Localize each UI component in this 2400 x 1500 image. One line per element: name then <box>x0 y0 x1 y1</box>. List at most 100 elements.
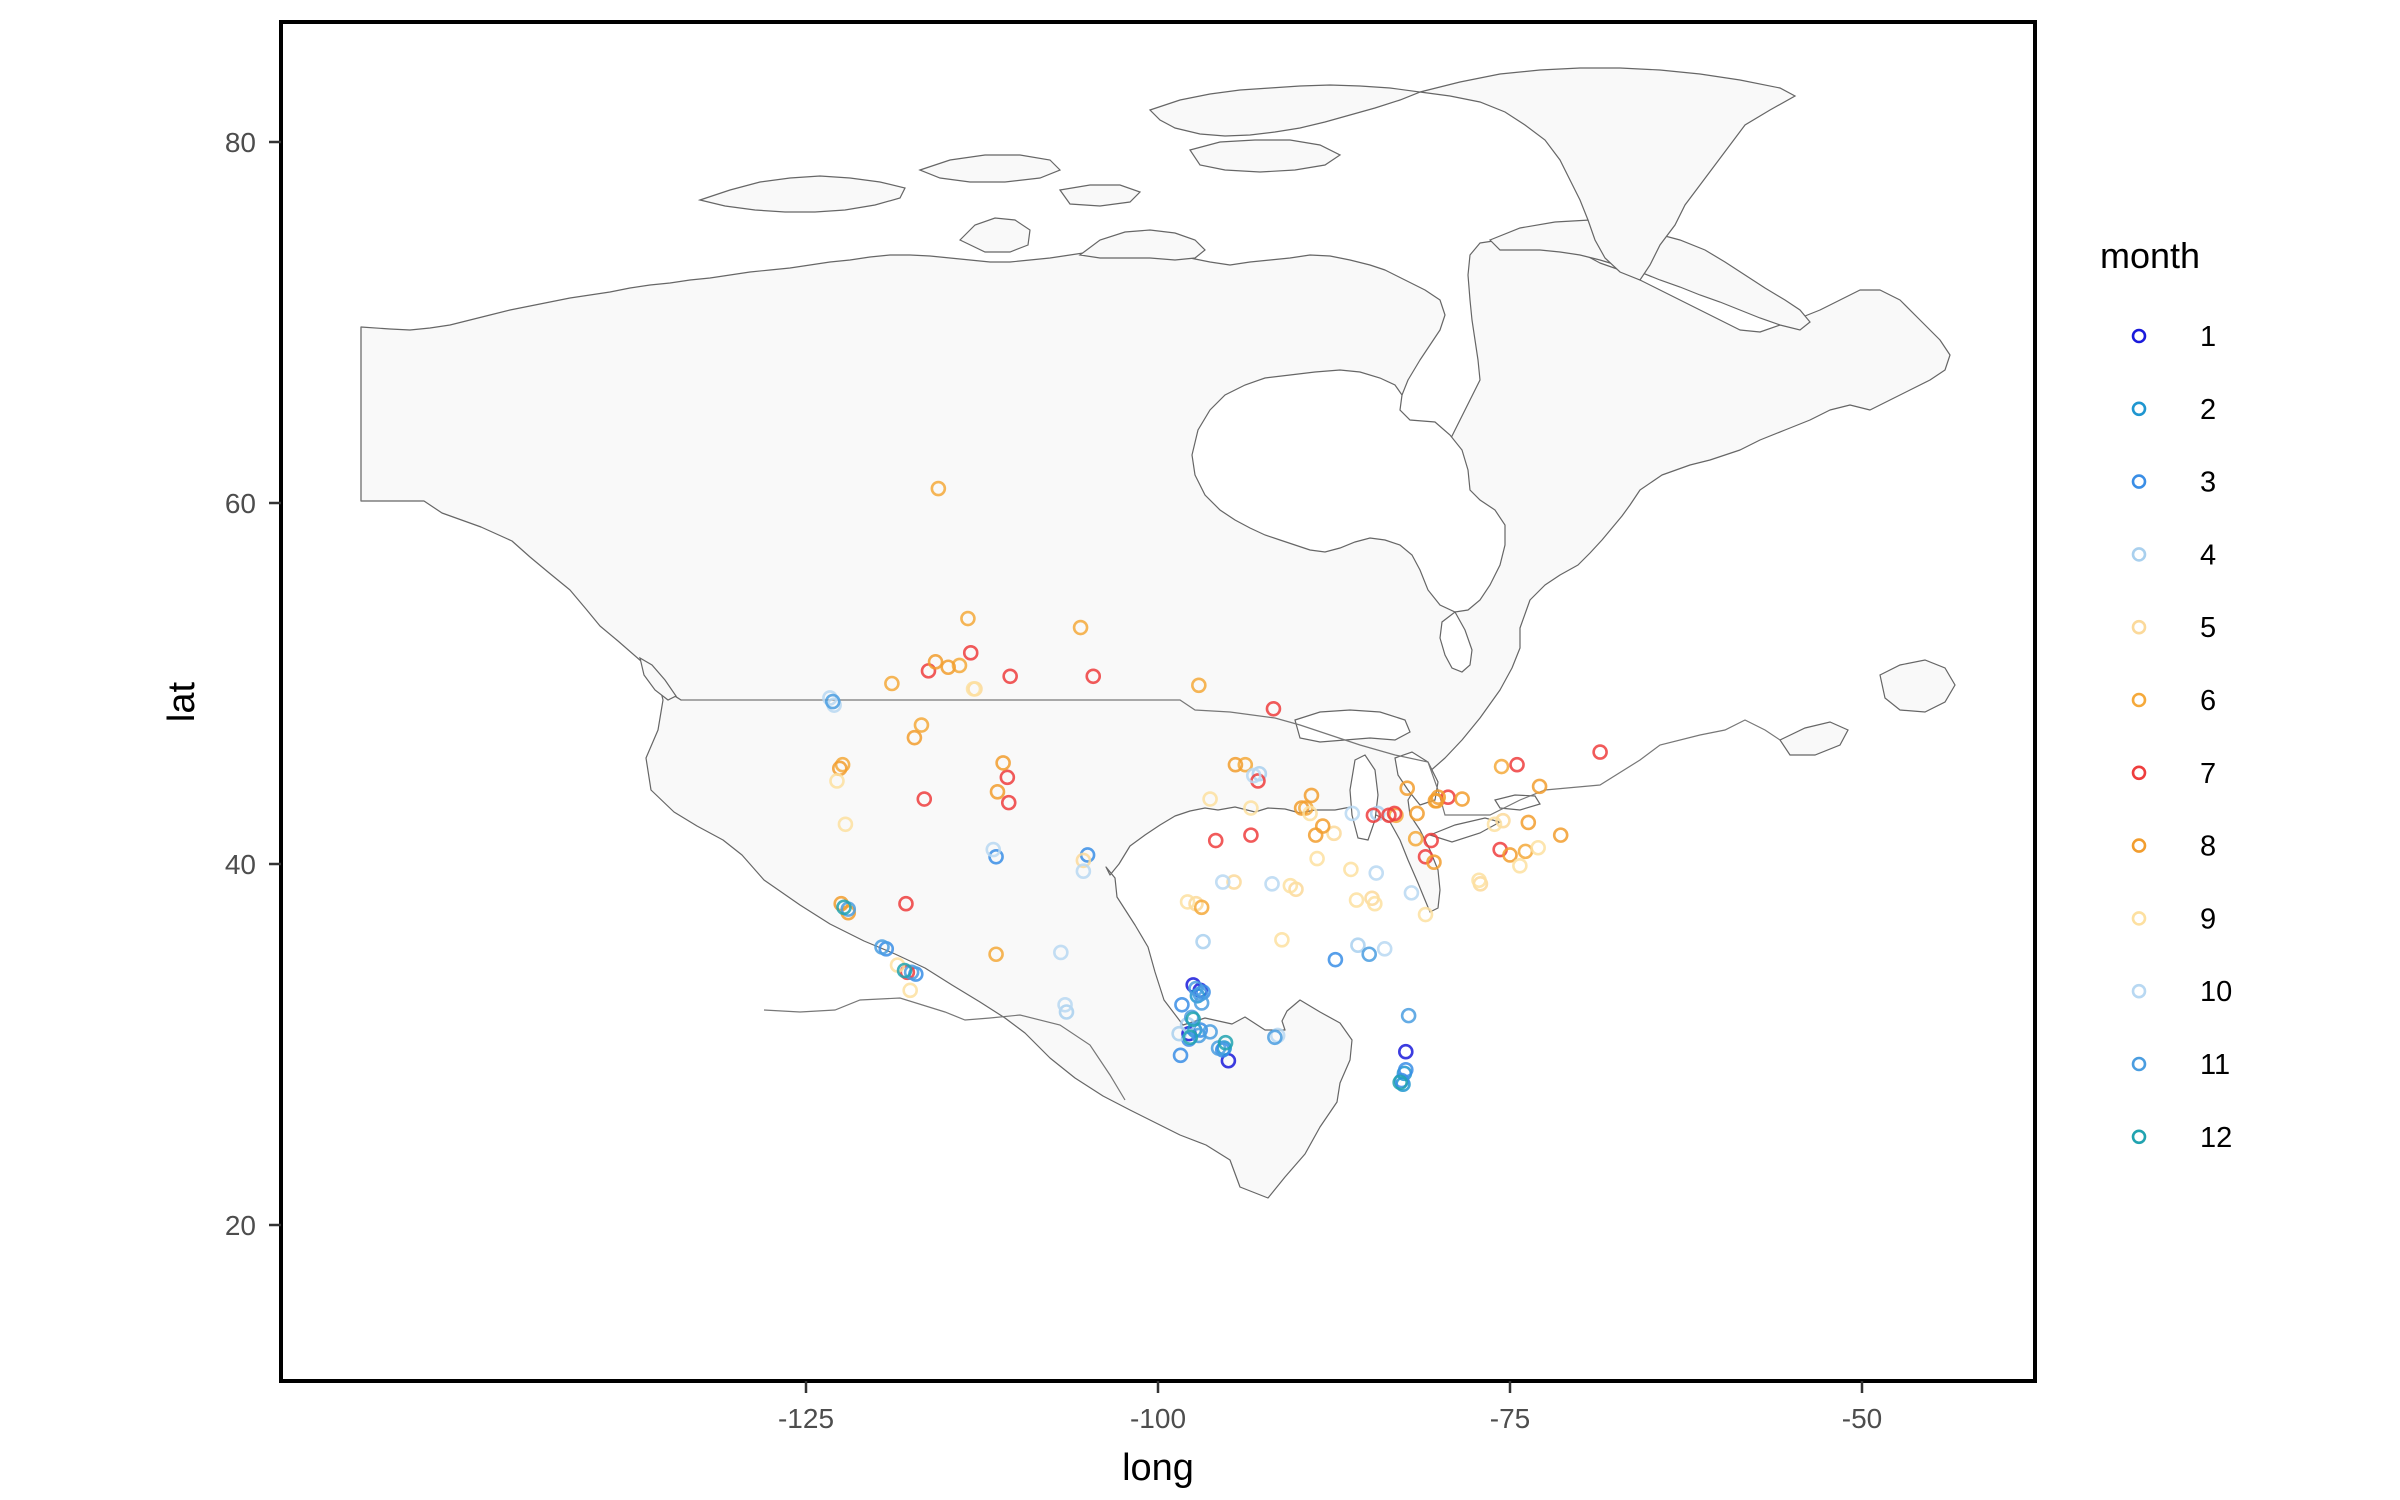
legend-key-5 <box>2131 619 2147 635</box>
point-month-11 <box>824 693 841 710</box>
greenland <box>1419 67 1797 281</box>
point-month-8 <box>927 654 944 670</box>
point-month-8 <box>940 659 957 676</box>
point-month-9 <box>1343 861 1359 878</box>
point-month-12 <box>1392 1074 1408 1091</box>
point-month-9 <box>965 681 982 697</box>
point-month-4 <box>1058 1004 1075 1020</box>
point-month-7 <box>1243 827 1259 843</box>
point-month-10 <box>1245 767 1262 784</box>
point-month-9 <box>1417 906 1434 923</box>
legend-key-2 <box>2131 401 2147 417</box>
point-month-8 <box>1531 778 1548 795</box>
point-month-7 <box>1207 832 1224 849</box>
point-month-9 <box>837 816 854 833</box>
legend-label-12: 12 <box>2200 1122 2232 1154</box>
legend-key-1 <box>2131 328 2147 344</box>
point-month-7 <box>962 645 979 661</box>
y-tick-label: 20 <box>225 1210 256 1241</box>
point-month-6 <box>1493 758 1510 775</box>
point-month-8 <box>1552 827 1569 843</box>
james-bay <box>1439 611 1473 673</box>
point-month-7 <box>1085 668 1102 685</box>
x-tick-label: -75 <box>1490 1403 1530 1434</box>
point-month-6 <box>913 717 930 733</box>
us-mexico-border <box>763 997 1126 1101</box>
point-month-11 <box>1193 995 1210 1011</box>
point-month-7 <box>1000 794 1017 811</box>
legend-key-4 <box>2131 547 2147 562</box>
point-month-9 <box>1512 858 1528 874</box>
x-tick-label: -100 <box>1130 1403 1186 1434</box>
point-month-9 <box>902 982 918 999</box>
point-month-11 <box>1267 1029 1283 1046</box>
arctic-island-ellesmere <box>1148 84 1423 137</box>
point-month-4 <box>1350 937 1366 954</box>
point-month-12 <box>836 899 852 916</box>
lake-superior <box>1294 709 1411 743</box>
point-month-9 <box>1179 894 1196 910</box>
legend-key-10 <box>2131 983 2147 999</box>
point-month-9 <box>1471 872 1487 889</box>
point-month-6 <box>834 756 851 773</box>
point-month-8 <box>1303 787 1320 804</box>
point-month-9 <box>1282 877 1299 894</box>
point-month-11 <box>1400 1007 1417 1024</box>
legend-label-1: 1 <box>2200 321 2216 353</box>
legend-label-3: 3 <box>2200 467 2216 499</box>
legend-key-12 <box>2131 1129 2147 1145</box>
point-month-6 <box>951 657 968 674</box>
point-month-12 <box>1182 1029 1199 1046</box>
point-month-3 <box>1174 996 1190 1013</box>
nova-scotia <box>1779 721 1849 756</box>
point-month-10 <box>1344 805 1361 822</box>
vancouver-island <box>639 656 677 701</box>
point-month-7 <box>898 895 914 912</box>
point-month-11 <box>1202 1024 1218 1040</box>
point-month-8 <box>995 755 1011 771</box>
y-tick-label: 60 <box>225 488 256 519</box>
basemap-north-america <box>360 67 1956 1199</box>
point-month-12 <box>1217 1034 1234 1051</box>
arctic-island-devon <box>1189 139 1342 173</box>
point-month-11 <box>1188 980 1204 997</box>
x-axis-title: long <box>1122 1447 1194 1489</box>
point-month-9 <box>1274 932 1290 948</box>
point-month-8 <box>1520 814 1537 831</box>
arctic-island-queen-elizabeth <box>697 175 906 213</box>
observation-points <box>822 480 1608 1093</box>
legend-key-7 <box>2131 765 2147 781</box>
x-axis: -125 -100 -75 -50 <box>778 1381 1882 1434</box>
point-month-6 <box>960 610 976 627</box>
point-month-9 <box>1202 791 1218 807</box>
legend-label-5: 5 <box>2200 612 2216 644</box>
legend-label-6: 6 <box>2200 685 2216 717</box>
legend-key-8 <box>2131 838 2147 853</box>
point-month-7 <box>1386 805 1403 822</box>
y-axis: 20 40 60 80 <box>225 127 281 1241</box>
point-month-6 <box>1407 830 1424 847</box>
legend-label-10: 10 <box>2200 976 2232 1008</box>
point-month-5 <box>1075 852 1092 869</box>
y-tick-label: 40 <box>225 849 256 880</box>
point-month-3 <box>1172 1047 1189 1064</box>
point-month-11 <box>874 939 890 955</box>
hudson-bay <box>1191 369 1506 613</box>
legend-key-11 <box>2131 1056 2147 1072</box>
point-month-1 <box>1398 1043 1414 1060</box>
point-month-8 <box>1502 847 1518 863</box>
point-month-10 <box>985 841 1002 858</box>
point-month-5 <box>1495 812 1511 829</box>
legend-title: month <box>2100 235 2200 276</box>
lake-huron <box>1394 751 1439 806</box>
point-month-9 <box>1309 850 1325 867</box>
point-month-9 <box>1367 895 1383 912</box>
point-month-8 <box>1314 818 1331 834</box>
legend-label-8: 8 <box>2200 831 2216 863</box>
point-month-7 <box>1002 668 1018 685</box>
point-month-7 <box>1423 832 1439 849</box>
point-month-3 <box>1398 1061 1414 1078</box>
legend-label-4: 4 <box>2200 539 2216 571</box>
legend-key-6 <box>2131 692 2147 708</box>
